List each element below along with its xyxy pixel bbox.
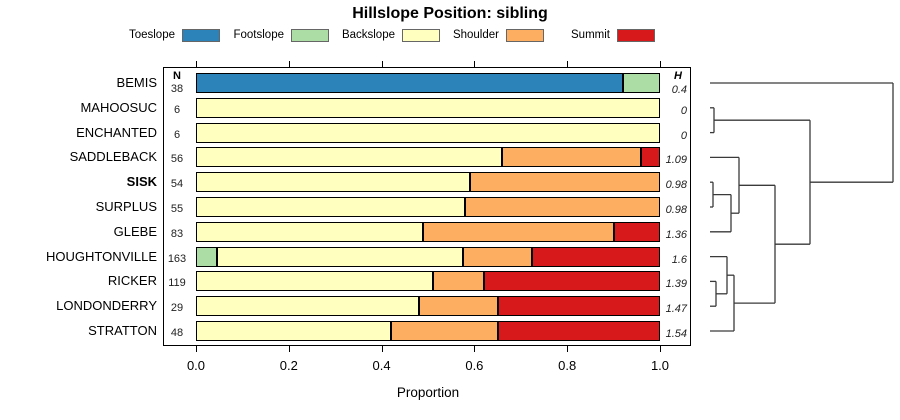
axis-tick-top — [381, 61, 383, 67]
axis-tick-bottom — [381, 346, 383, 352]
axis-tick-bottom — [567, 346, 569, 352]
bar-segment-summit — [532, 246, 660, 267]
legend-swatch-toeslope — [182, 29, 220, 42]
axis-tick-top — [660, 61, 661, 67]
bar-segment-shoulder — [432, 271, 484, 292]
n-value: 56 — [170, 153, 184, 166]
bar-segment-backslope — [216, 246, 463, 267]
axis-tick-top — [196, 61, 197, 67]
legend-label-summit: Summit — [571, 29, 610, 41]
h-value: 1.6 — [671, 253, 687, 266]
legend-label-toeslope: Toeslope — [128, 29, 175, 41]
axis-tick-label: 0.8 — [558, 358, 577, 373]
x-axis-label: Proportion — [396, 385, 460, 400]
row-label-sisk: SISK — [126, 174, 157, 190]
n-value: 38 — [170, 83, 184, 95]
axis-tick-bottom — [474, 346, 476, 352]
n-value: 54 — [170, 178, 184, 191]
row-label-saddleback: SADDLEBACK — [69, 149, 157, 165]
n-value: 55 — [170, 203, 184, 215]
bar-segment-backslope — [196, 147, 503, 168]
axis-tick-label: 0.6 — [465, 358, 484, 373]
bar-segment-backslope — [196, 97, 660, 118]
n-value: 6 — [173, 128, 181, 141]
legend-label-shoulder: Shoulder — [452, 29, 499, 41]
chart-title: Hillslope Position: sibling — [352, 5, 548, 22]
legend-swatch-summit — [617, 29, 655, 42]
row-label-houghtonville: HOUGHTONVILLE — [45, 248, 157, 264]
legend-swatch-footslope — [291, 29, 329, 42]
bar-segment-summit — [497, 321, 660, 341]
n-value: 29 — [170, 302, 184, 315]
bar-segment-shoulder — [390, 321, 498, 341]
h-value: 0.98 — [665, 179, 687, 192]
h-value: 0 — [680, 129, 687, 142]
axis-tick-top — [567, 61, 569, 67]
row-label-bemis: BEMIS — [116, 75, 157, 90]
row-label-mahoosuc: MAHOOSUC — [80, 99, 157, 115]
row-label-surplus: SURPLUS — [95, 199, 157, 214]
bar-segment-backslope — [196, 271, 433, 292]
legend-swatch-backslope — [402, 29, 440, 42]
bar-segment-summit — [497, 296, 660, 317]
n-value: 6 — [173, 103, 181, 116]
n-column-header: N — [173, 70, 181, 82]
row-label-ricker: RICKER — [107, 273, 157, 289]
n-value: 48 — [170, 327, 184, 339]
axis-tick-label: 0.0 — [186, 358, 206, 373]
bar-segment-backslope — [196, 321, 391, 341]
bar-segment-shoulder — [469, 172, 660, 193]
h-value: 1.09 — [665, 154, 687, 167]
bar-segment-shoulder — [502, 147, 642, 168]
bar-segment-backslope — [196, 197, 466, 217]
legend-label-footslope: Footslope — [233, 29, 284, 41]
h-value: 0 — [680, 104, 687, 117]
row-label-stratton: STRATTON — [88, 323, 157, 338]
bar-segment-shoulder — [465, 197, 660, 217]
bar-segment-summit — [641, 147, 660, 168]
row-label-glebe: GLEBE — [113, 223, 157, 239]
bar-segment-footslope — [196, 246, 217, 267]
bar-segment-backslope — [196, 122, 660, 143]
h-value: 1.39 — [665, 278, 687, 291]
bar-segment-footslope — [622, 73, 660, 93]
n-value: 163 — [167, 252, 187, 265]
h-value: 0.4 — [671, 84, 687, 96]
legend-label-backslope: Backslope — [341, 29, 395, 41]
n-value: 119 — [168, 277, 186, 290]
bar-segment-shoulder — [418, 296, 498, 317]
axis-tick-top — [288, 61, 290, 67]
h-column-header: H — [674, 70, 682, 82]
legend-swatch-shoulder — [506, 29, 544, 42]
h-value: 1.36 — [665, 228, 687, 241]
bar-segment-shoulder — [462, 246, 533, 267]
axis-tick-bottom — [196, 346, 197, 352]
bar-segment-shoulder — [423, 221, 614, 242]
axis-tick-label: 0.4 — [372, 358, 391, 373]
bar-segment-summit — [613, 221, 660, 242]
h-value: 1.54 — [665, 328, 687, 340]
row-label-enchanted: ENCHANTED — [76, 124, 157, 140]
n-value: 83 — [170, 227, 184, 240]
axis-tick-bottom — [660, 346, 661, 352]
bar-segment-toeslope — [196, 73, 623, 93]
axis-tick-label: 0.2 — [279, 358, 298, 373]
h-value: 0.98 — [665, 204, 687, 216]
axis-tick-top — [474, 61, 476, 67]
bar-segment-summit — [483, 271, 660, 292]
bar-segment-backslope — [196, 221, 424, 242]
bar-segment-backslope — [196, 172, 470, 193]
axis-tick-bottom — [288, 346, 290, 352]
bar-segment-backslope — [196, 296, 419, 317]
h-value: 1.47 — [665, 303, 687, 316]
axis-tick-label: 1.0 — [650, 358, 670, 373]
row-label-londonderry: LONDONDERRY — [56, 298, 157, 314]
plot-border — [163, 67, 691, 346]
